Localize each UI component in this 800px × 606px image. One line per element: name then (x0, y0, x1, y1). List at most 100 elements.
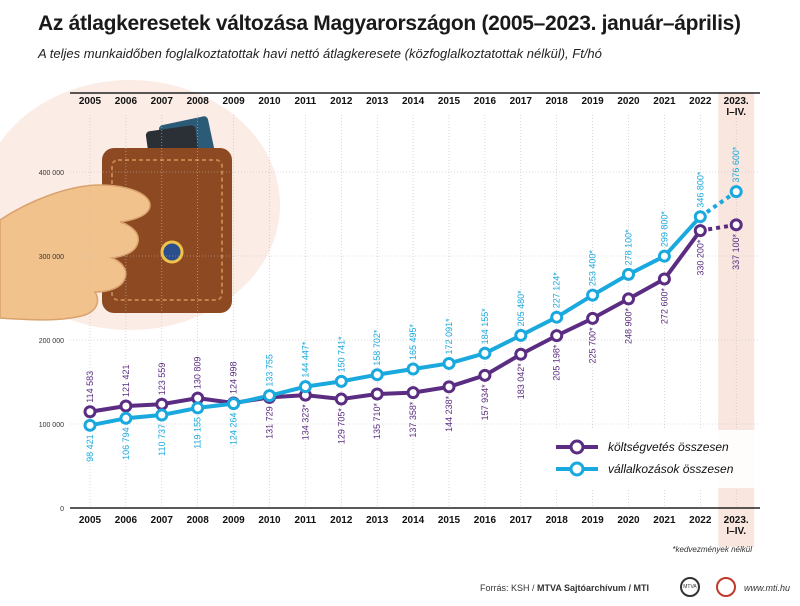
data-label: 131 729 (265, 406, 275, 439)
y-tick-label: 100 000 (39, 422, 64, 429)
x-tick-label-top: 2015 (438, 96, 461, 107)
mtva-logo: MTVA (680, 577, 700, 597)
x-tick-label-top: 2020 (617, 96, 640, 107)
data-point (334, 392, 348, 406)
x-tick-label-top: 2006 (115, 96, 138, 107)
data-label: 330 200* (695, 239, 705, 276)
data-label: 135 710* (372, 403, 382, 440)
data-label: 133 755 (265, 354, 275, 387)
data-point (478, 368, 492, 382)
data-point (550, 329, 564, 343)
data-label: 119 155 (193, 417, 203, 449)
y-tick-label: 300 000 (39, 254, 64, 261)
data-point (586, 311, 600, 325)
data-label: 225 700* (588, 327, 598, 364)
x-tick-label-bottom: 2009 (222, 515, 245, 526)
data-point (442, 380, 456, 394)
data-label: 157 934* (480, 384, 490, 421)
x-tick-label-top: 2007 (151, 96, 174, 107)
data-label: 134 323* (300, 404, 310, 441)
legend-background (545, 430, 755, 488)
data-point (586, 288, 600, 302)
y-tick-label: 0 (60, 506, 64, 513)
data-label: 227 124* (552, 272, 562, 309)
y-tick-label: 200 000 (39, 338, 64, 345)
x-tick-label-top: 2014 (402, 96, 425, 107)
data-label: 253 400* (588, 250, 598, 287)
x-tick-label-bottom: 2018 (546, 515, 569, 526)
data-point (657, 249, 671, 263)
legend-swatch-marker (569, 461, 585, 477)
data-label: 248 900* (624, 307, 634, 344)
data-label: 337 100* (731, 233, 741, 270)
data-label: 98 421 (85, 434, 95, 462)
data-label: 114 583 (85, 371, 95, 403)
data-label: 346 800* (695, 171, 705, 208)
data-point (155, 408, 169, 422)
data-label: 129 705* (336, 408, 346, 445)
x-tick-label-bottom: 2012 (330, 515, 353, 526)
mti-logo (716, 577, 736, 597)
x-tick-label-bottom: 2014 (402, 515, 425, 526)
data-label: 184 155* (480, 308, 490, 345)
data-point (657, 272, 671, 286)
x-tick-label-top: 2009 (222, 96, 245, 107)
footnote: *kedvezmények nélkül (672, 545, 752, 554)
data-point (693, 210, 707, 224)
x-tick-label-bottom: 2005 (79, 515, 102, 526)
x-tick-label-bottom: 2022 (689, 515, 712, 526)
x-tick-label-bottom: 2016 (474, 515, 497, 526)
data-point (83, 418, 97, 432)
data-point (406, 362, 420, 376)
x-tick-label-top: 2016 (474, 96, 497, 107)
x-tick-label-top: 2023. I–IV. (724, 96, 749, 118)
data-point (263, 389, 276, 403)
data-point (622, 267, 635, 281)
series-line-dashed-segment (699, 222, 737, 233)
data-label: 158 702* (372, 329, 382, 366)
x-tick-label-top: 2013 (366, 96, 389, 107)
data-point (622, 292, 635, 306)
x-tick-label-bottom: 2010 (258, 515, 281, 526)
x-tick-label-bottom: 2011 (295, 515, 317, 526)
x-tick-label-top: 2012 (330, 96, 353, 107)
website-link[interactable]: www.mti.hu (743, 583, 790, 593)
data-label: 183 042* (516, 363, 526, 400)
data-label: 144 447* (300, 341, 310, 378)
data-label: 124 998 (229, 361, 239, 394)
x-tick-label-top: 2011 (295, 96, 317, 107)
data-point (191, 401, 205, 415)
data-point (442, 356, 456, 370)
data-label: 124 264 (229, 413, 239, 446)
data-point (729, 185, 743, 199)
data-label: 376 600* (731, 146, 741, 183)
data-point (119, 399, 133, 413)
data-label: 272 600* (659, 288, 669, 325)
data-point (729, 218, 743, 232)
legend-swatch-marker (569, 439, 585, 455)
data-label: 144 238* (444, 395, 454, 432)
x-tick-label-bottom: 2017 (510, 515, 533, 526)
x-tick-label-top: 2019 (581, 96, 604, 107)
x-tick-label-top: 2018 (546, 96, 569, 107)
data-point (370, 368, 384, 382)
data-point (693, 224, 707, 238)
x-tick-label-bottom: 2006 (115, 515, 138, 526)
data-label: 278 100* (624, 229, 634, 266)
x-tick-label-bottom: 2007 (151, 515, 174, 526)
data-label: 110 737 (157, 424, 167, 456)
data-label: 205 198* (552, 344, 562, 381)
data-label: 123 559 (157, 363, 167, 396)
data-point (550, 310, 564, 324)
data-point (227, 397, 241, 411)
x-tick-label-bottom: 2023. I–IV. (724, 515, 749, 537)
data-label: 299 800* (659, 211, 669, 248)
x-tick-label-top: 2008 (187, 96, 210, 107)
data-point (334, 374, 348, 388)
data-label: 165 495* (408, 323, 418, 360)
x-tick-label-top: 2021 (653, 96, 676, 107)
x-tick-label-top: 2022 (689, 96, 712, 107)
data-label: 137 358* (408, 401, 418, 438)
data-point (514, 347, 528, 361)
data-point (298, 380, 312, 394)
